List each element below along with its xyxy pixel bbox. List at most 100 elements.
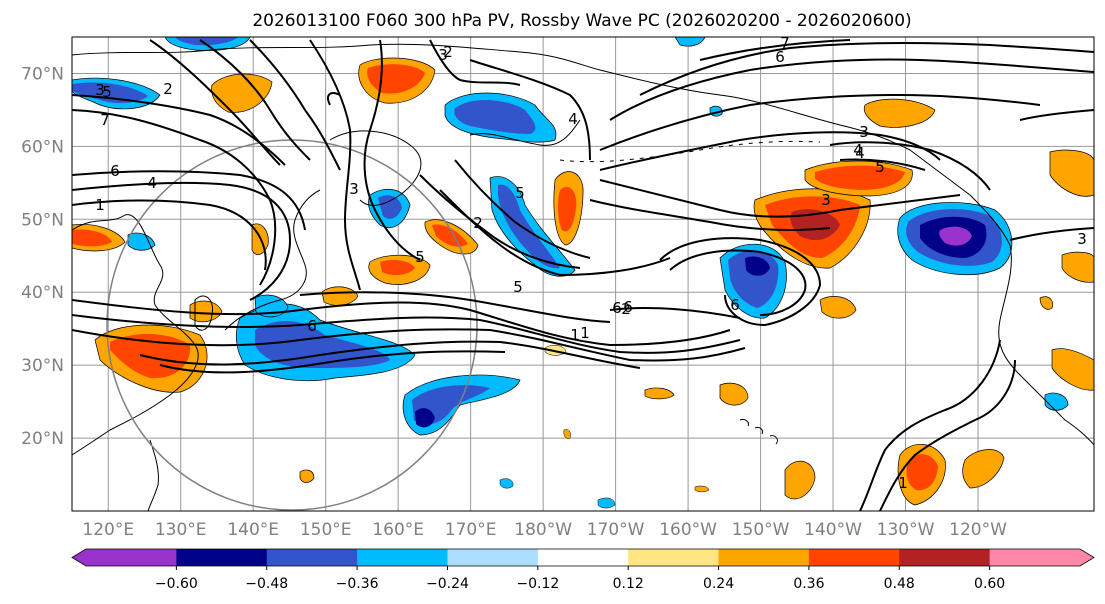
pv-contour bbox=[419, 174, 581, 269]
anomaly-region-positive bbox=[819, 296, 857, 319]
anomaly-region-positive bbox=[906, 454, 938, 491]
anomaly-region-negative bbox=[72, 82, 148, 104]
coastline-alaska bbox=[599, 69, 1011, 246]
colorbar-segment bbox=[176, 549, 268, 566]
anomaly-region-positive bbox=[557, 186, 577, 232]
anomaly-region-negative bbox=[378, 195, 402, 219]
colorbar-segment bbox=[447, 549, 539, 566]
latitude-label: 20°N bbox=[21, 429, 64, 449]
pv-contour bbox=[599, 131, 941, 171]
longitude-labels: 120°E 130°E 140°E 150°E 160°E 170°E 180°W 170°W… bbox=[82, 520, 1007, 540]
colorbar-outline bbox=[71, 548, 1095, 567]
pv-contour bbox=[249, 39, 341, 171]
anomaly-region-positive bbox=[1049, 149, 1094, 197]
colorbar-label: 0.24 bbox=[703, 576, 734, 592]
latitude-labels: 70°N 60°N 50°N 40°N 30°N 20°N bbox=[21, 64, 64, 449]
longitude-label: 130°W bbox=[877, 520, 935, 540]
anomaly-region-positive bbox=[962, 449, 1005, 489]
pv-contour bbox=[589, 199, 831, 231]
anomaly-region-positive bbox=[790, 209, 840, 241]
pv-contour bbox=[859, 339, 1001, 511]
colorbar-label: 0.36 bbox=[793, 576, 824, 592]
pv-contour-label: 3 bbox=[859, 123, 869, 141]
pv-contour-label: 5 bbox=[875, 158, 885, 176]
pv-contour bbox=[72, 109, 277, 286]
longitude-label: 120°W bbox=[949, 520, 1007, 540]
colorbar-segment bbox=[357, 549, 448, 566]
anomaly-region-positive bbox=[863, 98, 936, 128]
pv-contour-label: 3 bbox=[95, 81, 105, 99]
anomaly-region-negative bbox=[127, 232, 156, 251]
coastline-japan bbox=[224, 189, 321, 331]
anomaly-region-positive bbox=[694, 485, 710, 493]
pv-contour-label: 4 bbox=[568, 110, 578, 128]
pv-contour-label: 4 bbox=[855, 144, 865, 162]
colorbar-segment bbox=[86, 549, 177, 566]
anomaly-region-negative bbox=[175, 37, 238, 46]
pv-contour bbox=[199, 39, 311, 161]
colorbar-extend-max bbox=[1080, 549, 1094, 566]
latitude-label: 30°N bbox=[21, 356, 64, 376]
longitude-label: 170°W bbox=[587, 520, 645, 540]
pv-contour bbox=[72, 299, 731, 347]
longitude-label: 130°E bbox=[155, 520, 207, 540]
pv-contour bbox=[363, 39, 421, 261]
colorbar-label: −0.60 bbox=[155, 576, 198, 592]
pv-contour bbox=[72, 181, 292, 301]
pv-contour bbox=[72, 328, 746, 362]
pv-contour-label: 2 bbox=[621, 300, 631, 318]
pv-contour-label: 6 bbox=[730, 296, 740, 314]
colorbar-segment bbox=[718, 549, 810, 566]
latitude-label: 50°N bbox=[21, 210, 64, 230]
pv-contour-label: 5 bbox=[415, 248, 425, 266]
colorbar-segment bbox=[537, 549, 629, 566]
pv-contour bbox=[454, 159, 591, 259]
longitude-label: 180°W bbox=[514, 520, 572, 540]
pv-contour-label: 5 bbox=[513, 278, 523, 296]
pv-contours bbox=[72, 39, 1094, 511]
pv-contour-label: 5 bbox=[102, 83, 112, 101]
pv-anomaly-shading bbox=[72, 37, 1094, 509]
colorbar-segment bbox=[808, 549, 900, 566]
coastline-siberia bbox=[72, 43, 601, 71]
coastline-aleutians bbox=[559, 140, 821, 163]
pv-contour bbox=[327, 92, 341, 106]
longitude-label: 170°E bbox=[445, 520, 497, 540]
pv-contour-label: 1 bbox=[95, 196, 105, 214]
pv-contour-label: 3 bbox=[438, 46, 448, 64]
anomaly-region-positive bbox=[211, 73, 273, 113]
colorbar-label: 0.48 bbox=[884, 576, 915, 592]
pv-contour bbox=[1009, 227, 1094, 241]
pv-contour bbox=[72, 170, 306, 231]
anomaly-region-positive bbox=[1061, 251, 1094, 283]
pv-contour bbox=[469, 59, 591, 161]
colorbar-label: 0.12 bbox=[613, 576, 644, 592]
anomaly-region-positive bbox=[1039, 296, 1054, 310]
pv-contour-label: 3 bbox=[821, 191, 831, 209]
coastline-hawaii bbox=[739, 419, 778, 445]
colorbar-label: −0.36 bbox=[336, 576, 379, 592]
pv-contour bbox=[839, 158, 926, 171]
pv-contour bbox=[609, 307, 741, 319]
anomaly-region-positive bbox=[432, 224, 468, 247]
pv-contour-label: 4 bbox=[853, 141, 863, 159]
anomaly-region-negative bbox=[499, 478, 514, 489]
coastline-korea bbox=[194, 295, 214, 331]
pv-contour-label: 1 bbox=[580, 324, 590, 342]
pv-contour-label: 7 bbox=[780, 34, 790, 52]
coastline-philippines bbox=[147, 439, 159, 511]
pv-contour bbox=[599, 93, 1041, 151]
pv-contour bbox=[609, 58, 1094, 121]
map-frame bbox=[71, 36, 1095, 512]
latitude-label: 40°N bbox=[21, 283, 64, 303]
pv-contour-label: 3 bbox=[1077, 230, 1087, 248]
colorbar-segment bbox=[899, 549, 991, 566]
pv-contour bbox=[829, 141, 991, 191]
longitude-label: 160°E bbox=[372, 520, 424, 540]
colorbar-segment bbox=[989, 549, 1081, 566]
anomaly-region-positive bbox=[563, 429, 571, 439]
pv-contour-label: 2 bbox=[443, 43, 453, 61]
pv-contour bbox=[72, 199, 267, 271]
anomaly-region-positive bbox=[72, 229, 112, 247]
